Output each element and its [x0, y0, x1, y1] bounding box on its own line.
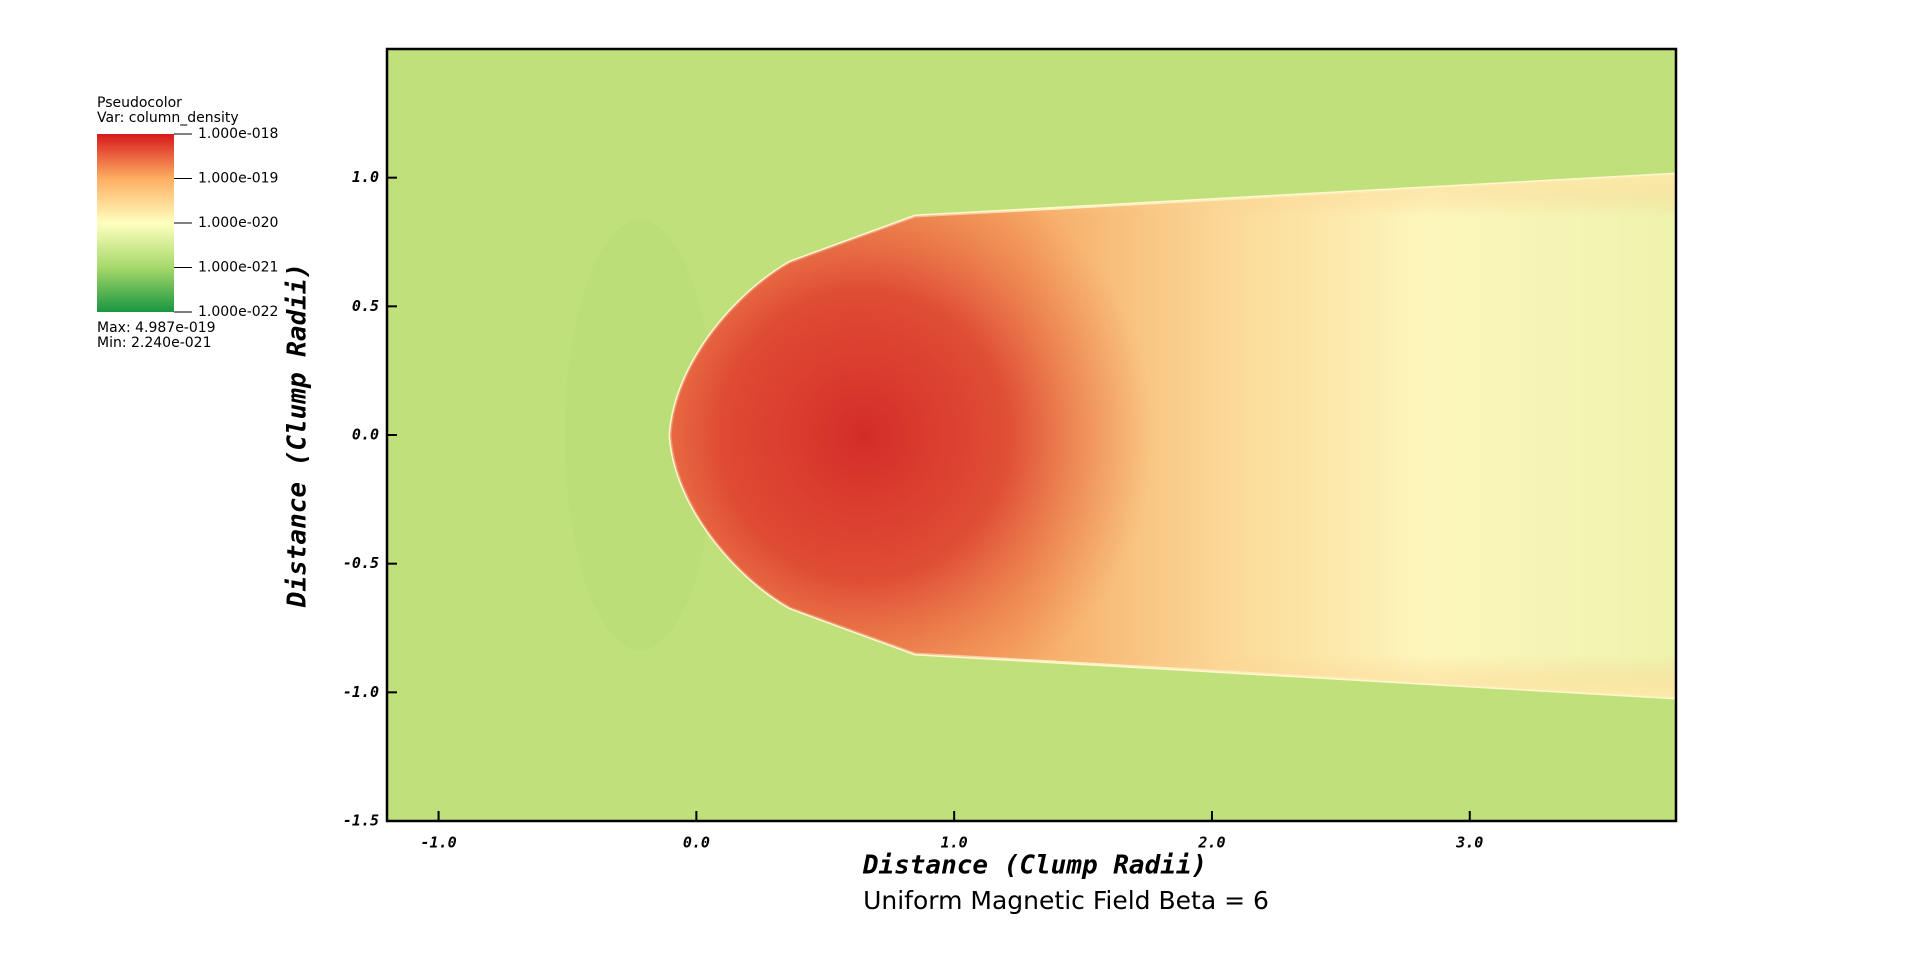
y-tick-label: -1.0 [343, 683, 379, 701]
legend-max: Max: 4.987e-019 [97, 320, 216, 336]
colorbar [97, 134, 174, 312]
legend-var: Var: column_density [97, 110, 239, 126]
y-tick-label: 0.0 [352, 426, 379, 444]
legend-title: Pseudocolor [97, 95, 182, 111]
field [387, 49, 1676, 821]
x-tick-label: 3.0 [1455, 834, 1483, 852]
colorbar-tick-label: 1.000e-020 [198, 215, 278, 231]
colorbar-tick-label: 1.000e-021 [198, 260, 278, 276]
y-tick-label: 1.0 [352, 168, 379, 186]
y-tick-label: 0.5 [352, 297, 379, 315]
upstream-shadow [565, 220, 715, 650]
legend-min: Min: 2.240e-021 [97, 335, 211, 351]
colorbar-tick-label: 1.000e-019 [198, 171, 278, 187]
plume-edge [915, 174, 1676, 698]
y-tick-label: -1.5 [343, 812, 379, 830]
colorbar-tick-label: 1.000e-018 [198, 126, 278, 142]
x-tick-label: -1.0 [420, 834, 456, 852]
colorbar-tick-label: 1.000e-022 [198, 304, 278, 320]
x-tick-label: 0.0 [683, 834, 710, 852]
x-tick-label: 2.0 [1197, 834, 1225, 852]
x-tick-label: 1.0 [941, 834, 968, 852]
x-axis-title: Distance (Clump Radii) [862, 851, 1207, 881]
y-tick-label: -0.5 [343, 554, 379, 572]
y-axis-title: Distance (Clump Radii) [283, 263, 313, 608]
subtitle: Uniform Magnetic Field Beta = 6 [863, 886, 1269, 915]
